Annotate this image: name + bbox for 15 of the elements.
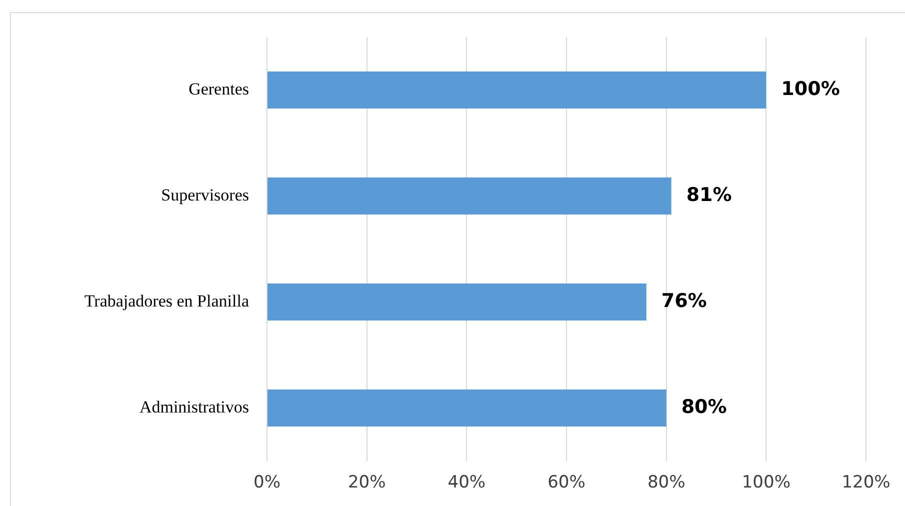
y-tick-label: Administrativos xyxy=(139,397,249,416)
y-tick-label: Trabajadores en Planilla xyxy=(84,291,250,310)
y-tick-label: Supervisores xyxy=(161,185,249,204)
x-tick-label: 0% xyxy=(254,472,280,493)
x-tick-label: 120% xyxy=(842,472,890,493)
data-label: 100% xyxy=(781,78,840,100)
y-tick-label: Gerentes xyxy=(188,79,249,98)
x-tick-label: 80% xyxy=(647,472,686,493)
data-label: 80% xyxy=(681,396,727,418)
x-tick-label: 20% xyxy=(348,472,386,493)
x-tick-label: 100% xyxy=(742,472,790,493)
x-tick-label: 60% xyxy=(548,472,586,493)
data-label: 81% xyxy=(686,184,732,206)
data-label: 76% xyxy=(661,290,707,312)
x-tick-label: 40% xyxy=(448,472,486,493)
